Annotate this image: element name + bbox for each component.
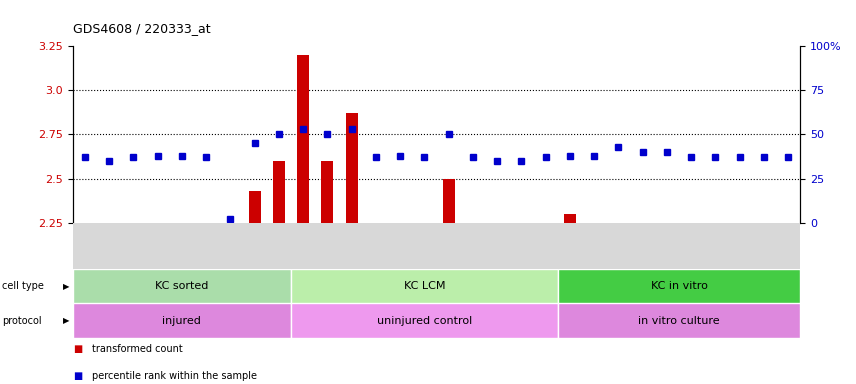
Bar [248,191,261,223]
Text: ▶: ▶ [62,316,69,325]
Bar [443,179,455,223]
Text: percentile rank within the sample: percentile rank within the sample [92,371,257,381]
Text: KC sorted: KC sorted [155,281,209,291]
Text: cell type: cell type [2,281,44,291]
Text: KC in vitro: KC in vitro [651,281,708,291]
Text: ■: ■ [73,344,82,354]
Bar [73,269,291,303]
Bar [291,269,558,303]
Bar [558,303,800,338]
Text: ▶: ▶ [62,281,69,291]
Text: uninjured control: uninjured control [377,316,472,326]
Bar [291,303,558,338]
Bar [321,161,334,223]
Bar [564,214,576,223]
Bar [346,113,358,223]
Bar [558,269,800,303]
Text: GDS4608 / 220333_at: GDS4608 / 220333_at [73,22,211,35]
Bar [297,55,309,223]
Bar [73,303,291,338]
Text: transformed count: transformed count [92,344,182,354]
Text: ■: ■ [73,371,82,381]
Text: injured: injured [163,316,201,326]
Bar [273,161,285,223]
Text: protocol: protocol [2,316,41,326]
Text: in vitro culture: in vitro culture [639,316,720,326]
Text: KC LCM: KC LCM [404,281,445,291]
